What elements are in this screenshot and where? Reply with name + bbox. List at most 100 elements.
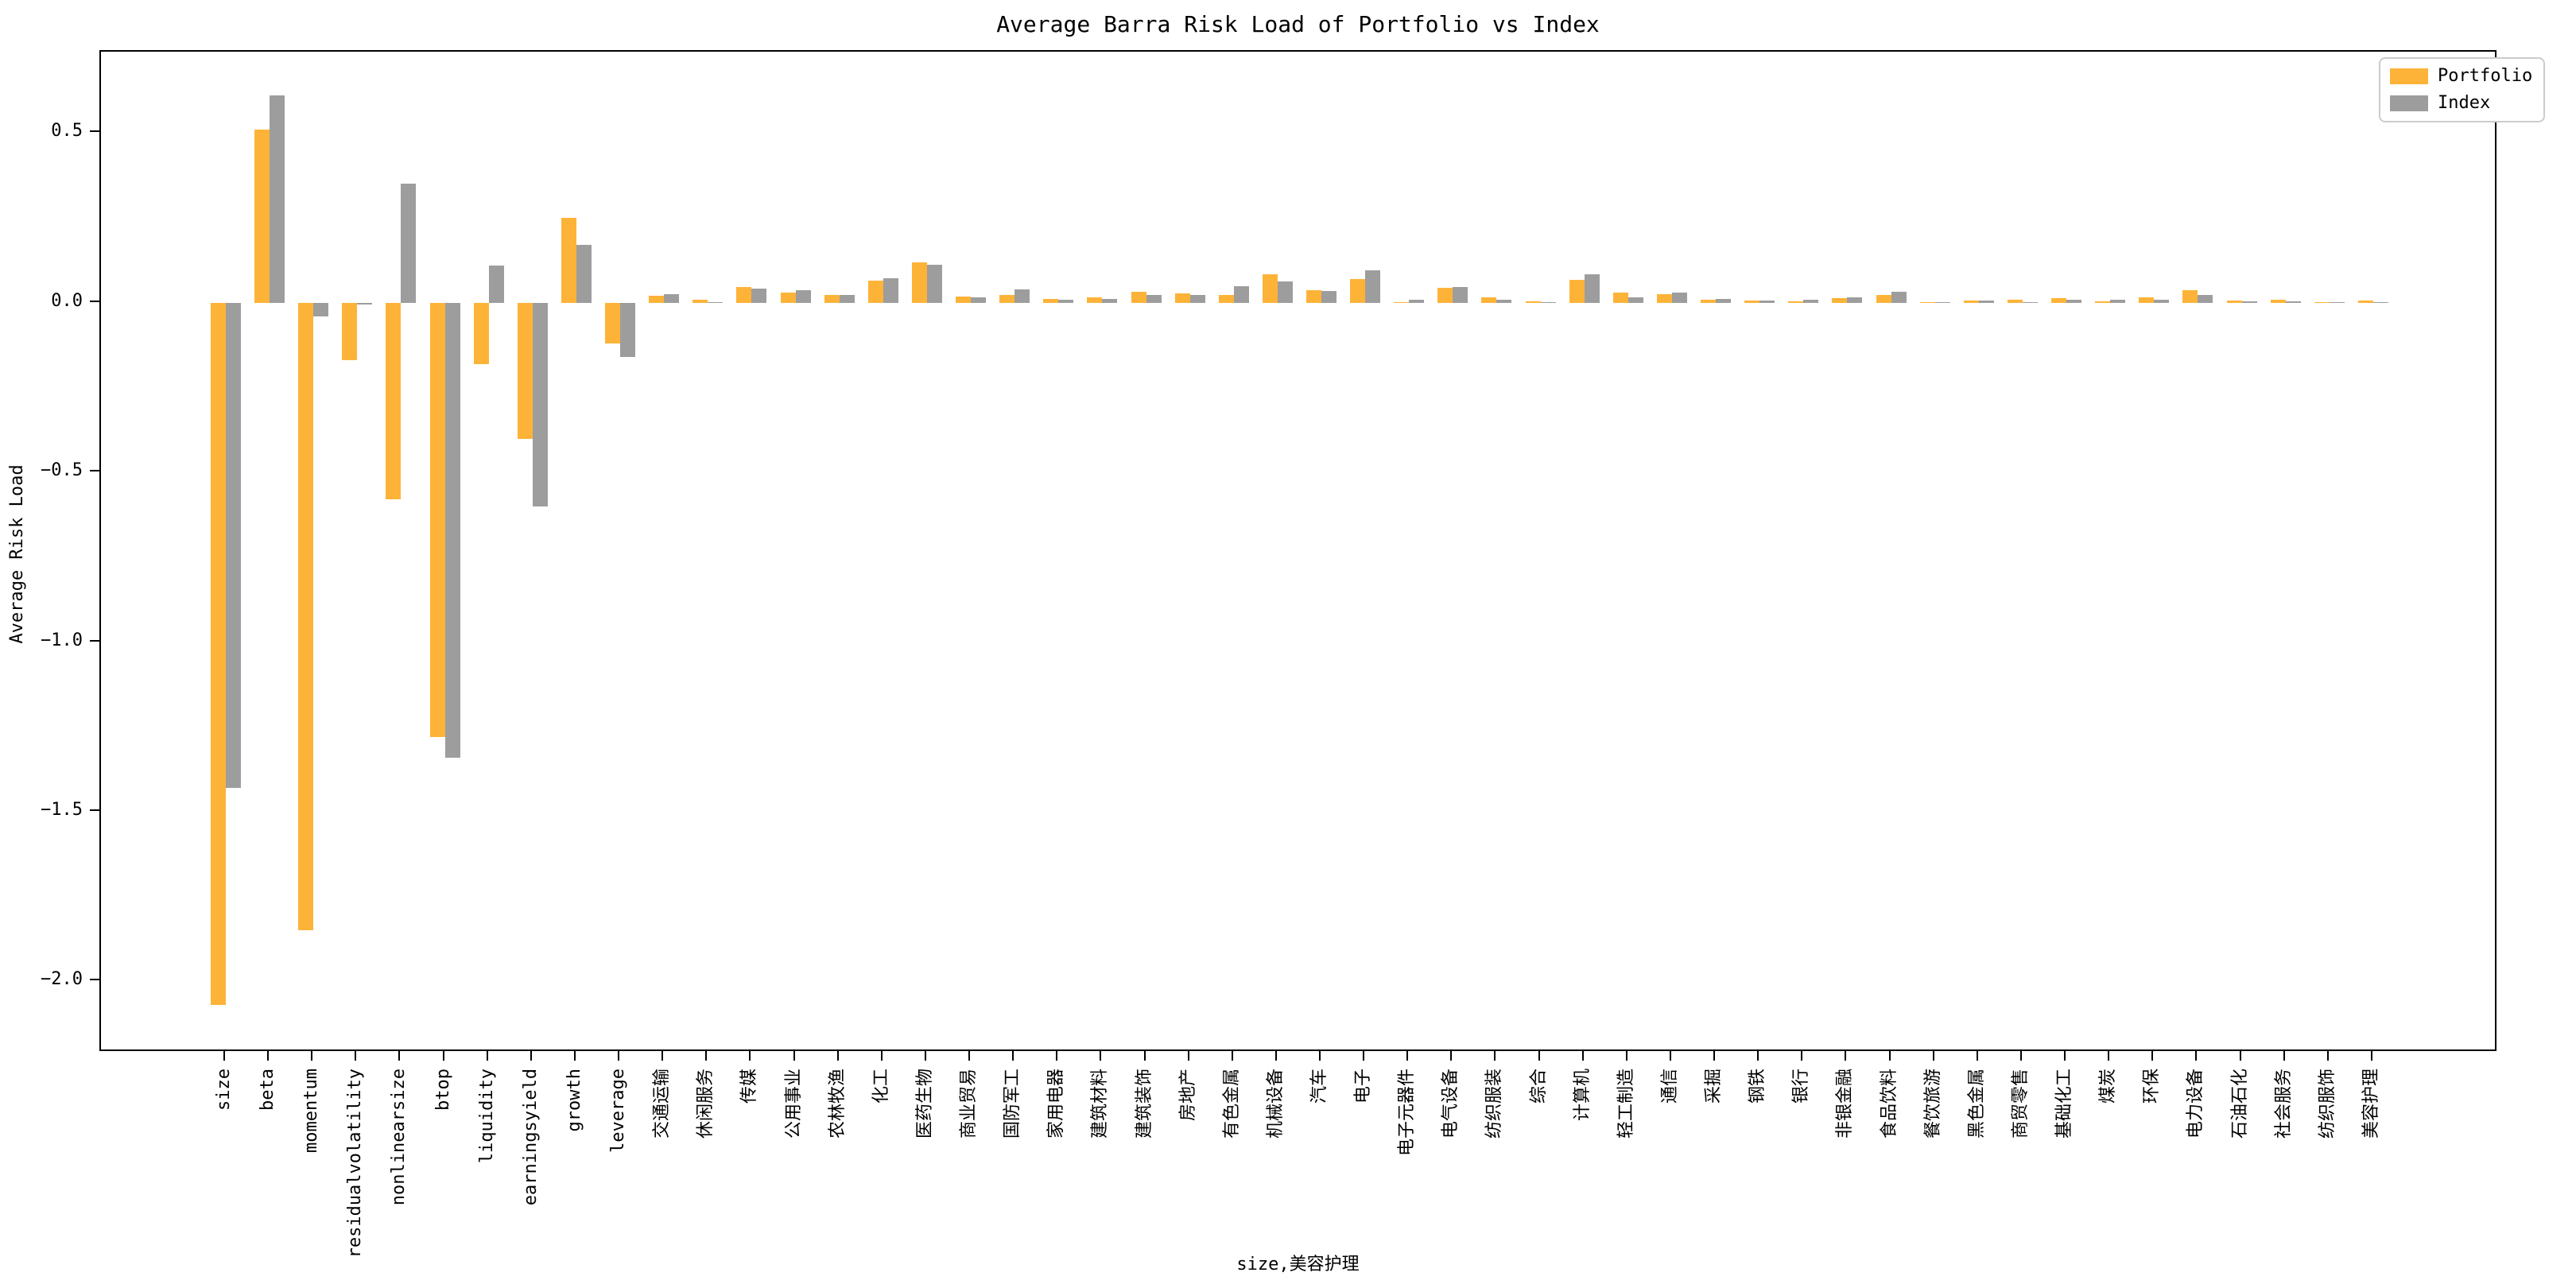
bar-portfolio-综合 (1525, 301, 1541, 303)
bar-portfolio-餐饮旅游 (1919, 301, 1935, 303)
bar-portfolio-机械设备 (1262, 274, 1278, 303)
legend-label-index: Index (2438, 93, 2491, 113)
x-tick-mark (530, 1051, 532, 1061)
x-tick-mark (1319, 1051, 1321, 1061)
x-tick-label-煤炭: 煤炭 (2098, 1069, 2119, 1104)
x-tick-mark (2195, 1051, 2198, 1061)
bar-index-采掘 (1716, 298, 1732, 303)
x-tick-mark (1669, 1051, 1671, 1061)
x-tick-label-医药生物: 医药生物 (914, 1069, 935, 1139)
x-tick-mark (2151, 1051, 2154, 1061)
y-tick-mark (90, 809, 99, 811)
bar-portfolio-农林牧渔 (824, 295, 840, 303)
bar-index-residualvolatility (357, 302, 373, 305)
bar-portfolio-leverage (605, 302, 621, 344)
x-tick-mark (880, 1051, 883, 1061)
bar-index-nonlinearsize (401, 184, 417, 303)
x-tick-mark (355, 1051, 357, 1061)
x-tick-label-电力设备: 电力设备 (2186, 1069, 2206, 1139)
x-tick-mark (618, 1051, 620, 1061)
x-tick-mark (1143, 1051, 1146, 1061)
bar-index-钢铁 (1759, 300, 1775, 303)
bar-index-医药生物 (926, 264, 942, 303)
x-tick-label-earningsyield: earningsyield (520, 1069, 541, 1206)
x-tick-label-有色金属: 有色金属 (1221, 1069, 1242, 1139)
bar-index-beta (270, 95, 285, 303)
bar-portfolio-基础化工 (2051, 298, 2067, 303)
bar-index-liquidity (488, 265, 504, 303)
x-tick-label-非银金融: 非银金融 (1835, 1069, 1856, 1139)
y-tick-label: 0.5 (51, 121, 83, 142)
bar-index-电子元器件 (1409, 300, 1425, 303)
bar-index-煤炭 (2110, 300, 2126, 303)
bar-portfolio-交通运输 (649, 296, 665, 303)
bar-portfolio-汽车 (1306, 290, 1321, 303)
y-tick-mark (90, 300, 99, 302)
bar-index-growth (576, 245, 592, 303)
x-tick-mark (1538, 1051, 1540, 1061)
bar-index-非银金融 (1847, 297, 1863, 303)
x-tick-mark (2370, 1051, 2372, 1061)
y-tick-label: −1.0 (41, 630, 83, 650)
bar-portfolio-国防军工 (999, 295, 1015, 303)
bar-index-btop (444, 302, 460, 758)
x-tick-mark (1100, 1051, 1102, 1061)
x-tick-mark (1494, 1051, 1496, 1061)
x-tick-label-电子: 电子 (1353, 1069, 1374, 1104)
bar-index-食品饮料 (1891, 291, 1907, 303)
x-axis-label: size,美容护理 (1236, 1255, 1360, 1274)
bar-index-社会服务 (2285, 301, 2301, 303)
bar-portfolio-电气设备 (1437, 288, 1453, 303)
y-tick-mark (90, 979, 99, 981)
bar-portfolio-社会服务 (2270, 299, 2286, 303)
x-tick-label-商贸零售: 商贸零售 (2010, 1069, 2031, 1139)
bar-index-公用事业 (795, 289, 811, 303)
x-tick-label-nonlinearsize: nonlinearsize (389, 1069, 409, 1206)
x-tick-label-轻工制造: 轻工制造 (1616, 1069, 1636, 1139)
x-tick-label-交通运输: 交通运输 (652, 1069, 673, 1139)
x-tick-mark (1801, 1051, 1803, 1061)
x-tick-label-钢铁: 钢铁 (1748, 1069, 1768, 1104)
x-tick-label-建筑装饰: 建筑装饰 (1134, 1069, 1154, 1139)
bar-portfolio-earningsyield (517, 302, 533, 439)
x-tick-mark (1363, 1051, 1365, 1061)
bar-index-基础化工 (2066, 299, 2082, 303)
legend: Portfolio Index (2379, 57, 2546, 122)
x-tick-mark (398, 1051, 401, 1061)
x-tick-label-银行: 银行 (1791, 1069, 1812, 1104)
x-tick-mark (311, 1051, 313, 1061)
x-tick-label-leverage: leverage (608, 1069, 629, 1153)
y-tick-label: 0.0 (51, 290, 83, 311)
bar-portfolio-轻工制造 (1612, 292, 1628, 303)
x-tick-label-size: size (214, 1069, 234, 1111)
y-tick-mark (90, 470, 99, 472)
bar-index-餐饮旅游 (1934, 301, 1950, 303)
x-tick-mark (968, 1051, 971, 1061)
x-tick-label-机械设备: 机械设备 (1265, 1069, 1286, 1139)
x-tick-mark (1625, 1051, 1627, 1061)
y-tick-label: −0.5 (41, 460, 83, 481)
bar-portfolio-nonlinearsize (386, 302, 402, 500)
x-tick-label-电子元器件: 电子元器件 (1397, 1069, 1418, 1157)
legend-item-index: Index (2390, 94, 2532, 113)
bar-index-earningsyield (532, 302, 548, 506)
x-tick-mark (1056, 1051, 1058, 1061)
y-axis-label: Average Risk Load (7, 464, 27, 644)
bar-index-建筑装饰 (1146, 294, 1162, 303)
x-tick-mark (1187, 1051, 1189, 1061)
x-tick-mark (1976, 1051, 1978, 1061)
y-tick-label: −1.5 (41, 799, 83, 820)
y-tick-mark (90, 639, 99, 642)
bar-index-机械设备 (1277, 281, 1293, 303)
x-tick-mark (1581, 1051, 1584, 1061)
bar-index-商贸零售 (2022, 301, 2038, 303)
bar-index-交通运输 (664, 294, 680, 303)
x-tick-mark (1845, 1051, 1847, 1061)
x-tick-label-综合: 综合 (1528, 1069, 1549, 1104)
bar-portfolio-传媒 (736, 287, 752, 303)
bar-index-电力设备 (2198, 294, 2213, 303)
index-swatch-icon (2390, 95, 2428, 111)
bar-portfolio-食品饮料 (1876, 294, 1891, 303)
x-tick-mark (705, 1051, 708, 1061)
